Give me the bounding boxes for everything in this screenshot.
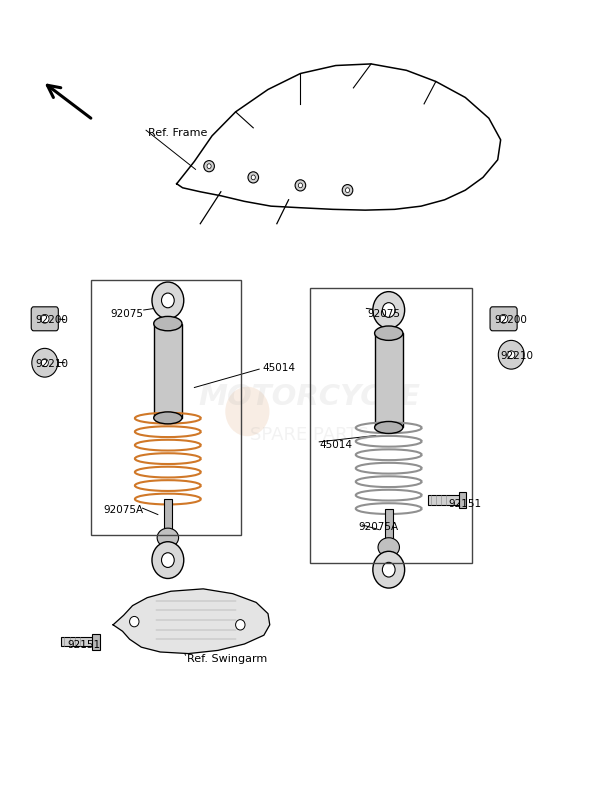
- Ellipse shape: [154, 412, 182, 423]
- Ellipse shape: [298, 183, 303, 188]
- Ellipse shape: [32, 348, 58, 377]
- Ellipse shape: [207, 164, 211, 169]
- Ellipse shape: [41, 359, 48, 367]
- Ellipse shape: [345, 188, 350, 193]
- Ellipse shape: [225, 387, 270, 436]
- Ellipse shape: [373, 551, 405, 588]
- Ellipse shape: [373, 292, 405, 328]
- Ellipse shape: [236, 620, 245, 630]
- Ellipse shape: [161, 293, 174, 308]
- Ellipse shape: [154, 316, 182, 331]
- FancyBboxPatch shape: [31, 307, 58, 331]
- Ellipse shape: [157, 528, 178, 547]
- Bar: [92, 634, 100, 650]
- Bar: [91, 280, 241, 535]
- Bar: [375, 333, 403, 427]
- Bar: [154, 324, 182, 418]
- Text: Ref. Frame: Ref. Frame: [148, 128, 208, 137]
- Text: 92075: 92075: [368, 309, 401, 319]
- Ellipse shape: [382, 303, 395, 317]
- Ellipse shape: [378, 538, 399, 557]
- Text: 45014: 45014: [319, 440, 352, 450]
- Bar: [428, 495, 460, 505]
- Text: 92210: 92210: [501, 352, 534, 361]
- Bar: [61, 637, 94, 646]
- Polygon shape: [113, 589, 270, 654]
- Ellipse shape: [499, 315, 508, 324]
- Text: 45014: 45014: [262, 363, 295, 372]
- Ellipse shape: [252, 175, 256, 180]
- Text: 92075A: 92075A: [359, 523, 399, 532]
- Bar: [164, 499, 172, 554]
- Ellipse shape: [152, 282, 184, 319]
- Ellipse shape: [498, 340, 524, 369]
- Ellipse shape: [375, 422, 403, 433]
- Text: MOTORCYCLE: MOTORCYCLE: [198, 383, 420, 411]
- Text: 92075A: 92075A: [104, 505, 144, 515]
- Ellipse shape: [41, 315, 49, 324]
- Ellipse shape: [508, 351, 515, 359]
- Text: 92151: 92151: [449, 499, 482, 509]
- Bar: [459, 492, 466, 508]
- Ellipse shape: [295, 180, 306, 191]
- Bar: [385, 509, 393, 563]
- Ellipse shape: [130, 617, 139, 626]
- Ellipse shape: [342, 185, 353, 196]
- Ellipse shape: [375, 326, 403, 340]
- Text: SPARE PARTS: SPARE PARTS: [250, 426, 369, 443]
- Text: Ref. Swingarm: Ref. Swingarm: [187, 654, 267, 664]
- Text: 92210: 92210: [35, 360, 68, 369]
- Text: 92151: 92151: [68, 640, 101, 650]
- Text: 92200: 92200: [35, 315, 68, 324]
- Bar: [310, 288, 472, 563]
- Ellipse shape: [161, 553, 174, 567]
- Ellipse shape: [382, 562, 395, 577]
- FancyBboxPatch shape: [490, 307, 517, 331]
- Text: 92200: 92200: [495, 315, 528, 324]
- Text: 92075: 92075: [110, 309, 143, 319]
- Ellipse shape: [152, 542, 184, 578]
- Ellipse shape: [204, 161, 214, 172]
- Ellipse shape: [248, 172, 259, 183]
